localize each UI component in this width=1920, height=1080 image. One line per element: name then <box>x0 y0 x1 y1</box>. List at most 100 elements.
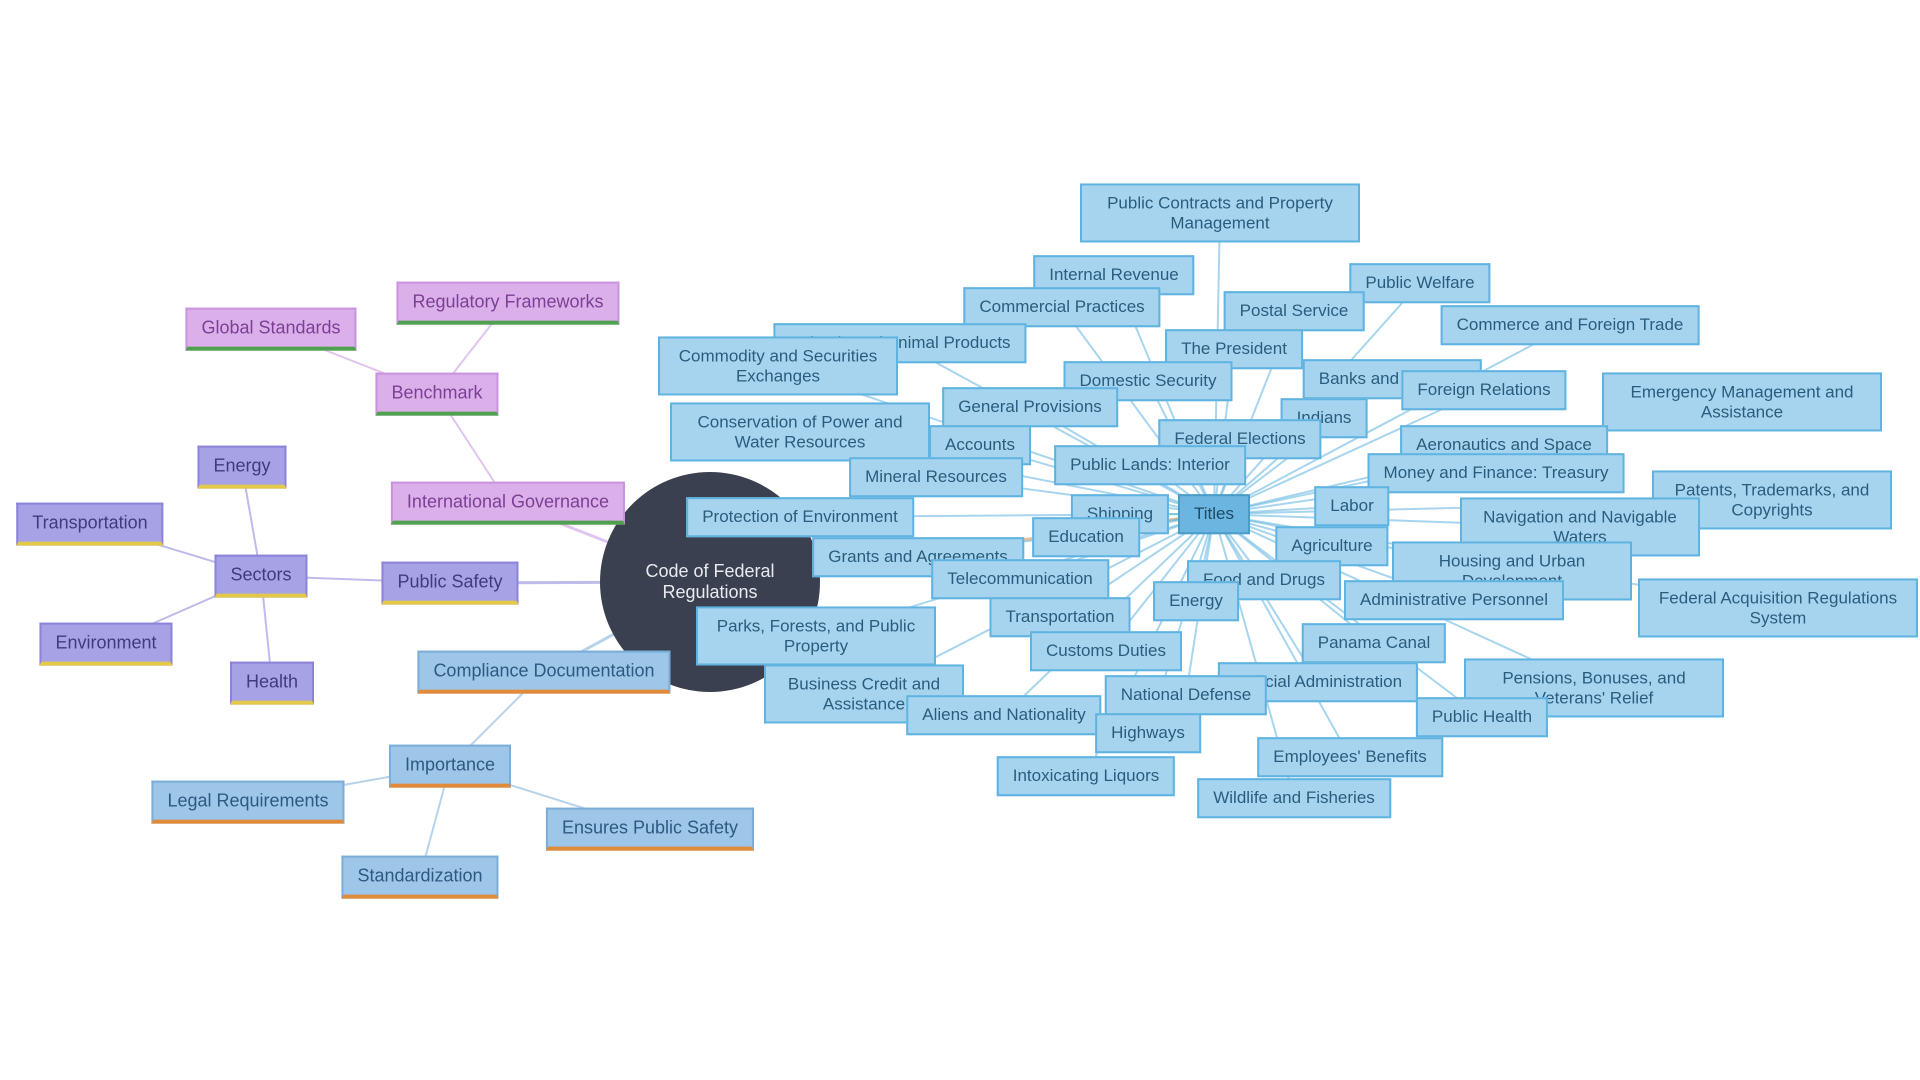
transportation-node[interactable]: Transportation <box>16 503 163 546</box>
education-node[interactable]: Education <box>1032 517 1140 557</box>
node-label: Sectors <box>230 565 291 586</box>
energy-node[interactable]: Energy <box>197 446 286 489</box>
environment-node[interactable]: Environment <box>39 623 172 666</box>
node-label: Public Contracts and Property Management <box>1096 193 1344 232</box>
node-label: Customs Duties <box>1046 641 1166 661</box>
node-label: Emergency Management and Assistance <box>1618 382 1866 421</box>
node-label: Regulatory Frameworks <box>412 292 603 313</box>
node-label: Standardization <box>357 866 482 887</box>
national-defense-node[interactable]: National Defense <box>1105 675 1267 715</box>
node-label: Employees' Benefits <box>1273 747 1427 767</box>
pubsafety-node[interactable]: Public Safety <box>381 562 518 605</box>
public-lands-interior-node[interactable]: Public Lands: Interior <box>1054 445 1246 485</box>
node-label: Legal Requirements <box>167 791 328 812</box>
postal-service-node[interactable]: Postal Service <box>1224 291 1365 331</box>
importance-node[interactable]: Importance <box>389 745 511 788</box>
node-label: Parks, Forests, and Public Property <box>712 616 920 655</box>
commodity-and-securities-exchanges-node[interactable]: Commodity and Securities Exchanges <box>658 336 898 395</box>
energy-node[interactable]: Energy <box>1153 581 1239 621</box>
node-label: General Provisions <box>958 397 1102 417</box>
highways-node[interactable]: Highways <box>1095 713 1201 753</box>
node-label: Transportation <box>32 513 147 534</box>
sectors-node[interactable]: Sectors <box>214 555 307 598</box>
node-label: International Governance <box>407 492 609 513</box>
administrative-personnel-node[interactable]: Administrative Personnel <box>1344 580 1564 620</box>
node-label: Energy <box>1169 591 1223 611</box>
node-label: Commercial Practices <box>979 297 1144 317</box>
node-label: Accounts <box>945 435 1015 455</box>
node-label: Agriculture <box>1291 536 1372 556</box>
node-label: Environment <box>55 633 156 654</box>
node-label: Mineral Resources <box>865 467 1007 487</box>
node-label: National Defense <box>1121 685 1251 705</box>
federal-acquisition-regulations-system-node[interactable]: Federal Acquisition Regulations System <box>1638 578 1918 637</box>
node-label: Administrative Personnel <box>1360 590 1548 610</box>
node-label: Aeronautics and Space <box>1416 435 1592 455</box>
node-label: Transportation <box>1006 607 1115 627</box>
node-label: Aliens and Nationality <box>922 705 1085 725</box>
diagram-canvas: Code of Federal Regulations Titles Interna… <box>0 0 1920 1080</box>
node-label: The President <box>1181 339 1287 359</box>
mineral-resources-node[interactable]: Mineral Resources <box>849 457 1023 497</box>
health-node[interactable]: Health <box>230 662 314 705</box>
node-label: Highways <box>1111 723 1185 743</box>
node-label: Protection of Environment <box>702 507 898 527</box>
node-label: Public Welfare <box>1365 273 1474 293</box>
node-label: Importance <box>405 755 495 776</box>
node-label: Conservation of Power and Water Resource… <box>686 412 914 451</box>
node-label: Money and Finance: Treasury <box>1384 463 1609 483</box>
conservation-of-power-and-water-resources-node[interactable]: Conservation of Power and Water Resource… <box>670 402 930 461</box>
node-label: Labor <box>1330 496 1373 516</box>
titles-node[interactable]: Titles <box>1178 494 1250 534</box>
money-and-finance-treasury-node[interactable]: Money and Finance: Treasury <box>1368 453 1625 493</box>
legal-requirements-node[interactable]: Legal Requirements <box>151 781 344 824</box>
employees-benefits-node[interactable]: Employees' Benefits <box>1257 737 1443 777</box>
node-label: Titles <box>1194 504 1234 524</box>
node-label: Code of Federal Regulations <box>628 561 792 602</box>
node-label: Intoxicating Liquors <box>1013 766 1159 786</box>
telecommunication-node[interactable]: Telecommunication <box>931 559 1109 599</box>
wildlife-and-fisheries-node[interactable]: Wildlife and Fisheries <box>1197 778 1391 818</box>
emergency-management-and-assistance-node[interactable]: Emergency Management and Assistance <box>1602 372 1882 431</box>
node-label: Foreign Relations <box>1417 380 1550 400</box>
node-label: Ensures Public Safety <box>562 818 738 839</box>
intgov-node[interactable]: International Governance <box>391 482 625 525</box>
general-provisions-node[interactable]: General Provisions <box>942 387 1118 427</box>
compliance-node[interactable]: Compliance Documentation <box>417 651 670 694</box>
node-label: Global Standards <box>201 318 340 339</box>
labor-node[interactable]: Labor <box>1314 486 1389 526</box>
public-contracts-and-property-management-node[interactable]: Public Contracts and Property Management <box>1080 183 1360 242</box>
regulatory-frameworks-node[interactable]: Regulatory Frameworks <box>396 282 619 325</box>
node-label: Internal Revenue <box>1049 265 1178 285</box>
node-label: Education <box>1048 527 1124 547</box>
node-label: Compliance Documentation <box>433 661 654 682</box>
commerce-and-foreign-trade-node[interactable]: Commerce and Foreign Trade <box>1441 305 1700 345</box>
node-label: Commerce and Foreign Trade <box>1457 315 1684 335</box>
node-label: Benchmark <box>391 383 482 404</box>
parks-forests-and-public-property-node[interactable]: Parks, Forests, and Public Property <box>696 606 936 665</box>
intoxicating-liquors-node[interactable]: Intoxicating Liquors <box>997 756 1175 796</box>
node-label: Commodity and Securities Exchanges <box>674 346 882 385</box>
node-label: Telecommunication <box>947 569 1093 589</box>
customs-duties-node[interactable]: Customs Duties <box>1030 631 1182 671</box>
node-label: Energy <box>213 456 270 477</box>
node-label: Postal Service <box>1240 301 1349 321</box>
node-label: Public Safety <box>397 572 502 593</box>
benchmark-node[interactable]: Benchmark <box>375 373 498 416</box>
aliens-and-nationality-node[interactable]: Aliens and Nationality <box>906 695 1101 735</box>
protection-of-environment-node[interactable]: Protection of Environment <box>686 497 914 537</box>
standardization-node[interactable]: Standardization <box>341 856 498 899</box>
node-label: Wildlife and Fisheries <box>1213 788 1375 808</box>
node-label: Public Lands: Interior <box>1070 455 1230 475</box>
public-welfare-node[interactable]: Public Welfare <box>1349 263 1490 303</box>
ensures-public-safety-node[interactable]: Ensures Public Safety <box>546 808 754 851</box>
node-label: Federal Acquisition Regulations System <box>1654 588 1902 627</box>
global-standards-node[interactable]: Global Standards <box>185 308 356 351</box>
public-health-node[interactable]: Public Health <box>1416 697 1548 737</box>
commercial-practices-node[interactable]: Commercial Practices <box>963 287 1160 327</box>
panama-canal-node[interactable]: Panama Canal <box>1302 623 1446 663</box>
node-label: Public Health <box>1432 707 1532 727</box>
node-label: Health <box>246 672 298 693</box>
foreign-relations-node[interactable]: Foreign Relations <box>1401 370 1566 410</box>
node-label: Panama Canal <box>1318 633 1430 653</box>
